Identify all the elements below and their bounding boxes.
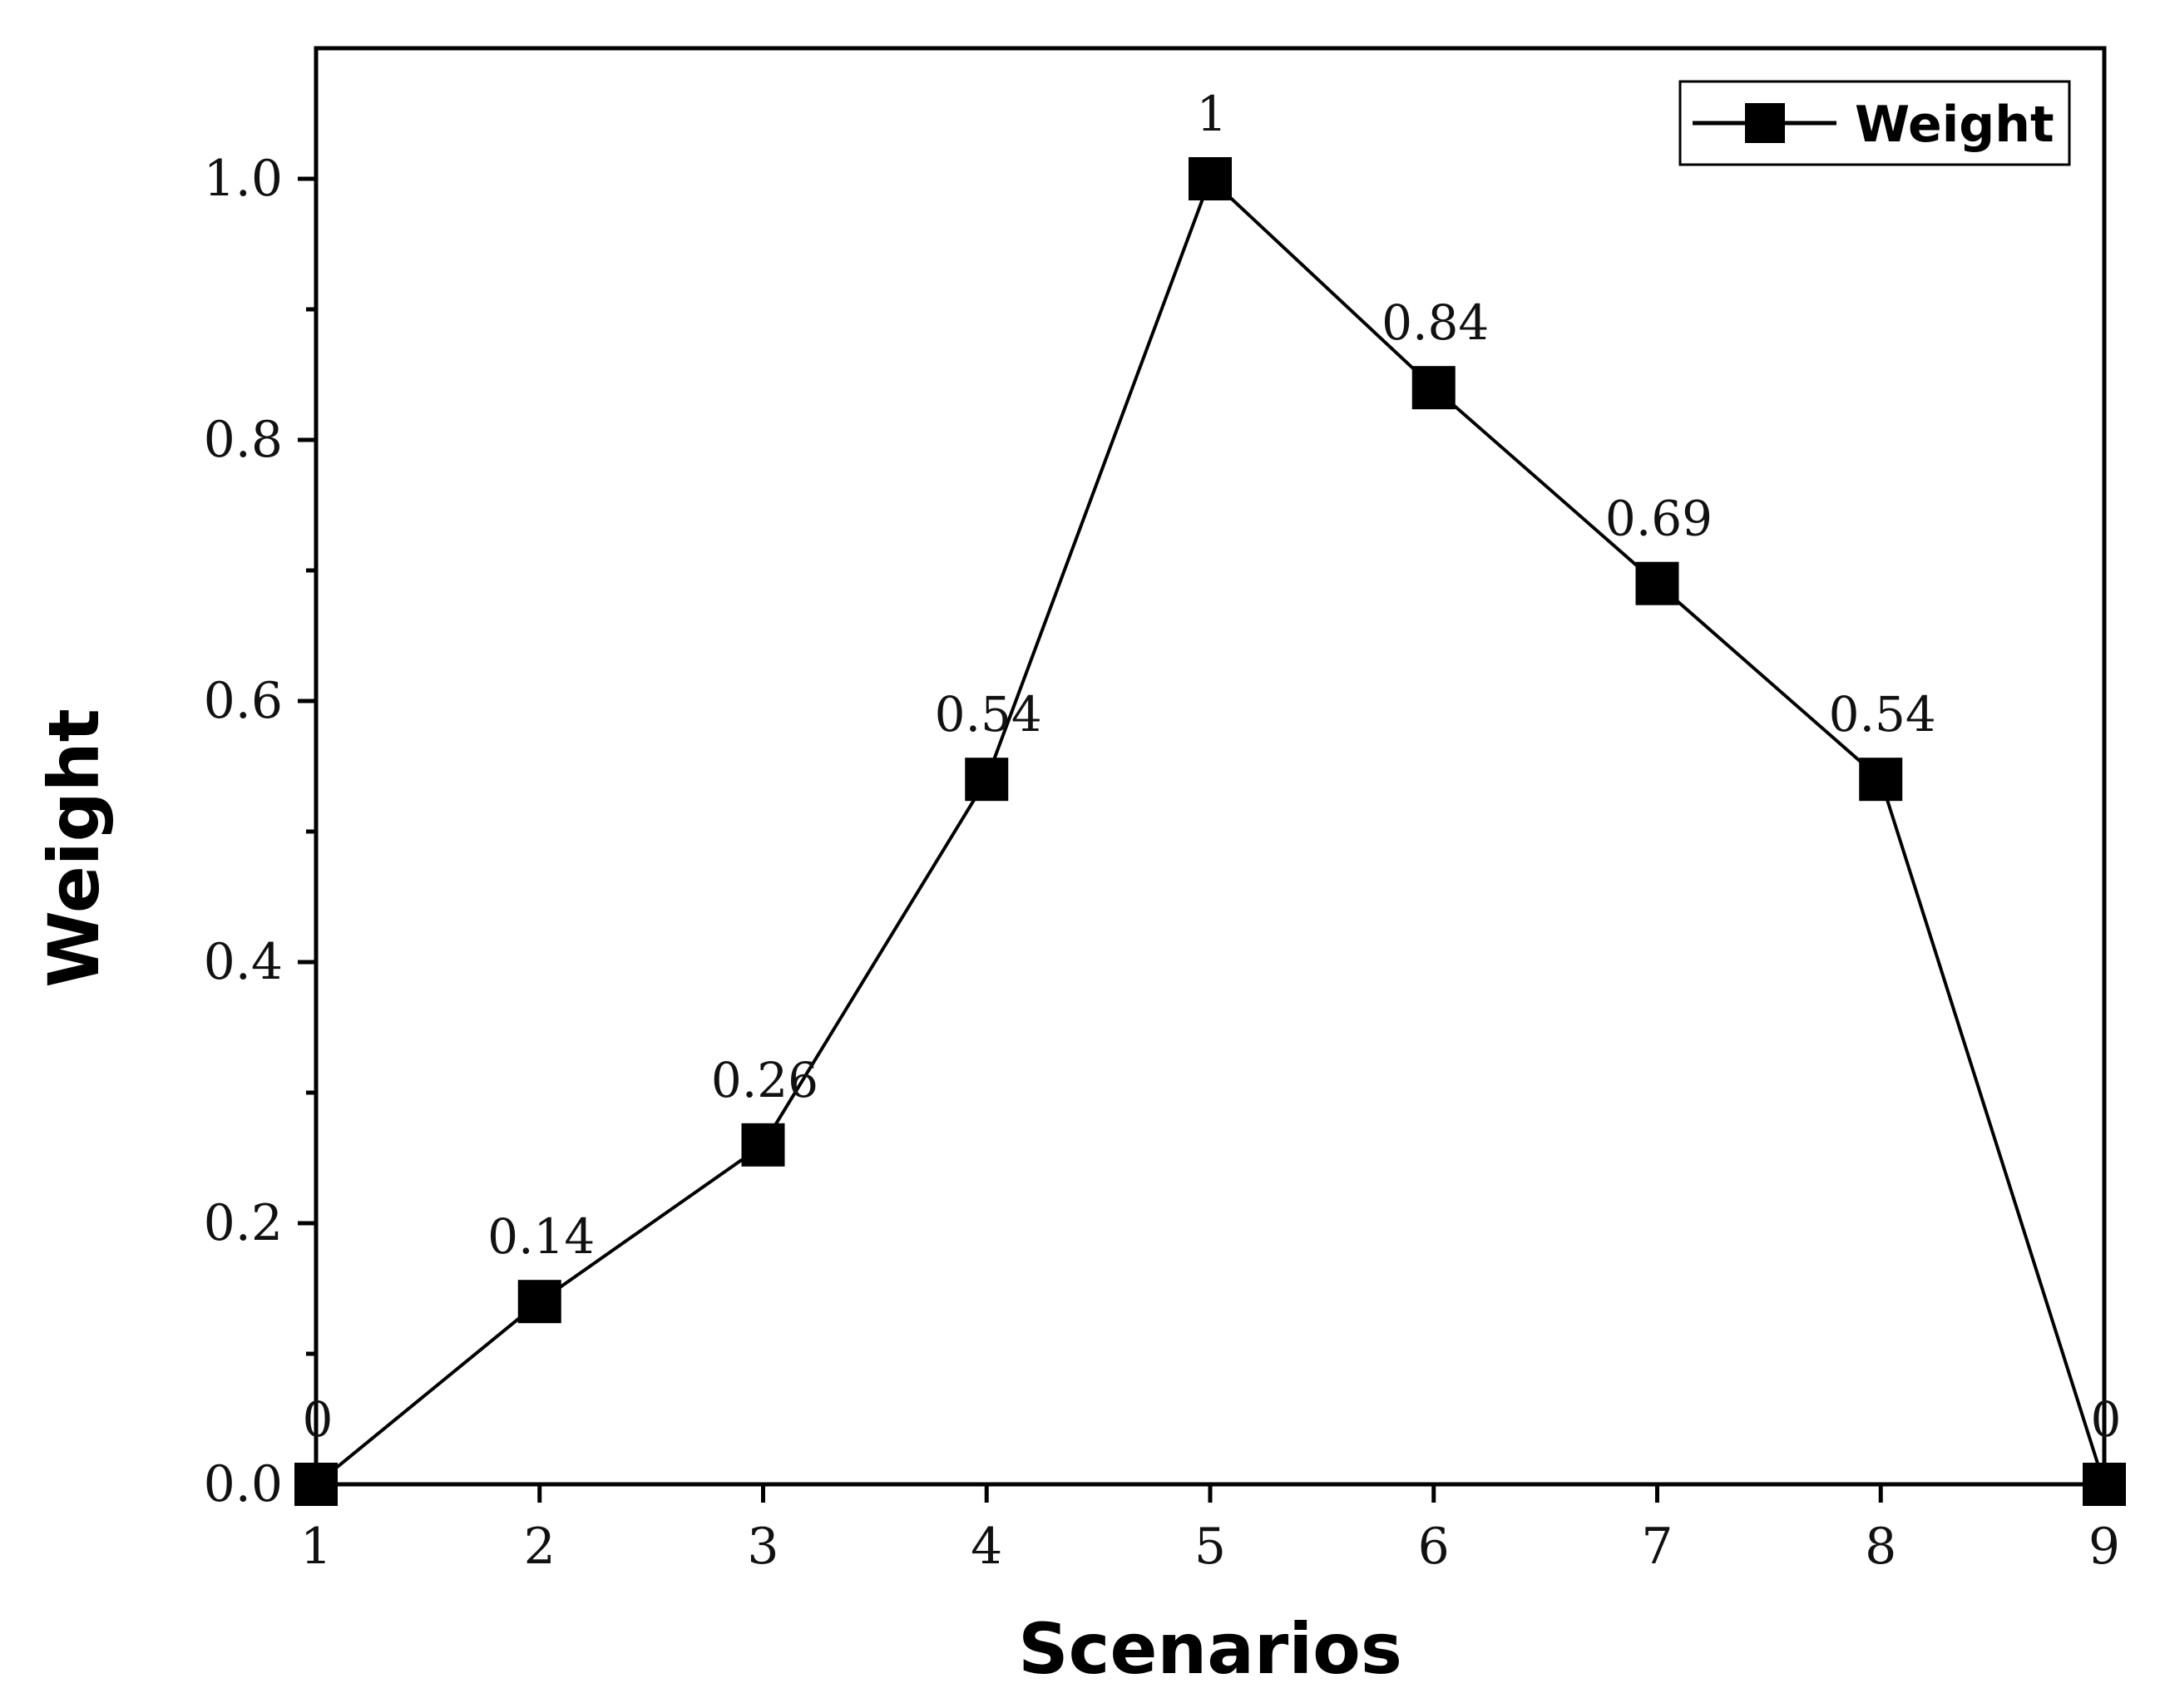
y-axis-ticks: 0.0 0.2 0.4 0.6 0.8 1.0 (204, 150, 316, 1513)
data-point-marker (1189, 157, 1232, 200)
data-point-marker (2083, 1463, 2126, 1506)
data-point-label: 0.54 (1829, 686, 1936, 743)
y-tick-label: 0.2 (204, 1194, 283, 1252)
data-point-label: 0.69 (1605, 491, 1713, 547)
legend: Weight (1678, 80, 2071, 166)
data-point-marker (294, 1463, 338, 1506)
data-point-marker (965, 758, 1009, 802)
x-tick-label: 4 (971, 1518, 1002, 1576)
x-axis-ticks: 1 2 3 4 5 6 7 8 9 (300, 1484, 2120, 1576)
x-tick-label: 1 (300, 1518, 332, 1576)
series-line (314, 175, 2106, 1486)
data-point-label: 0.84 (1382, 294, 1489, 351)
y-tick-label: 0.6 (204, 672, 283, 730)
legend-label-weight: Weight (1855, 96, 2054, 154)
data-point-marker (741, 1123, 785, 1167)
x-tick-label: 5 (1194, 1518, 1226, 1576)
x-tick-label: 2 (524, 1518, 556, 1576)
data-point-label: 0 (303, 1391, 334, 1448)
x-tick-label: 9 (2088, 1518, 2120, 1576)
y-tick-label: 1.0 (204, 150, 283, 208)
data-point-label: 0 (2091, 1391, 2122, 1448)
legend-square-marker (1745, 103, 1785, 143)
data-point-marker (1635, 561, 1679, 605)
y-tick-label: 0.8 (204, 411, 283, 469)
data-point-label: 0.14 (487, 1208, 595, 1265)
data-point-label: 0.54 (935, 686, 1042, 743)
series-weight (294, 157, 2126, 1506)
data-point-marker (1859, 758, 1903, 802)
data-point-marker (1411, 366, 1456, 410)
y-tick-label: 0.4 (204, 933, 283, 991)
y-tick-label: 0.0 (204, 1455, 283, 1513)
x-tick-label: 8 (1865, 1518, 1896, 1576)
data-point-label: 1 (1197, 86, 1228, 142)
y-axis-title: Weight (33, 708, 115, 988)
x-tick-label: 7 (1641, 1518, 1673, 1576)
x-tick-label: 3 (747, 1518, 778, 1576)
data-labels: 0 0.14 0.26 0.54 1 0.84 0.69 0.54 0 (303, 86, 2122, 1448)
x-tick-label: 6 (1418, 1518, 1450, 1576)
x-axis-title: Scenarios (1018, 1608, 1402, 1690)
data-point-marker (517, 1280, 561, 1324)
data-point-label: 0.26 (711, 1052, 818, 1108)
